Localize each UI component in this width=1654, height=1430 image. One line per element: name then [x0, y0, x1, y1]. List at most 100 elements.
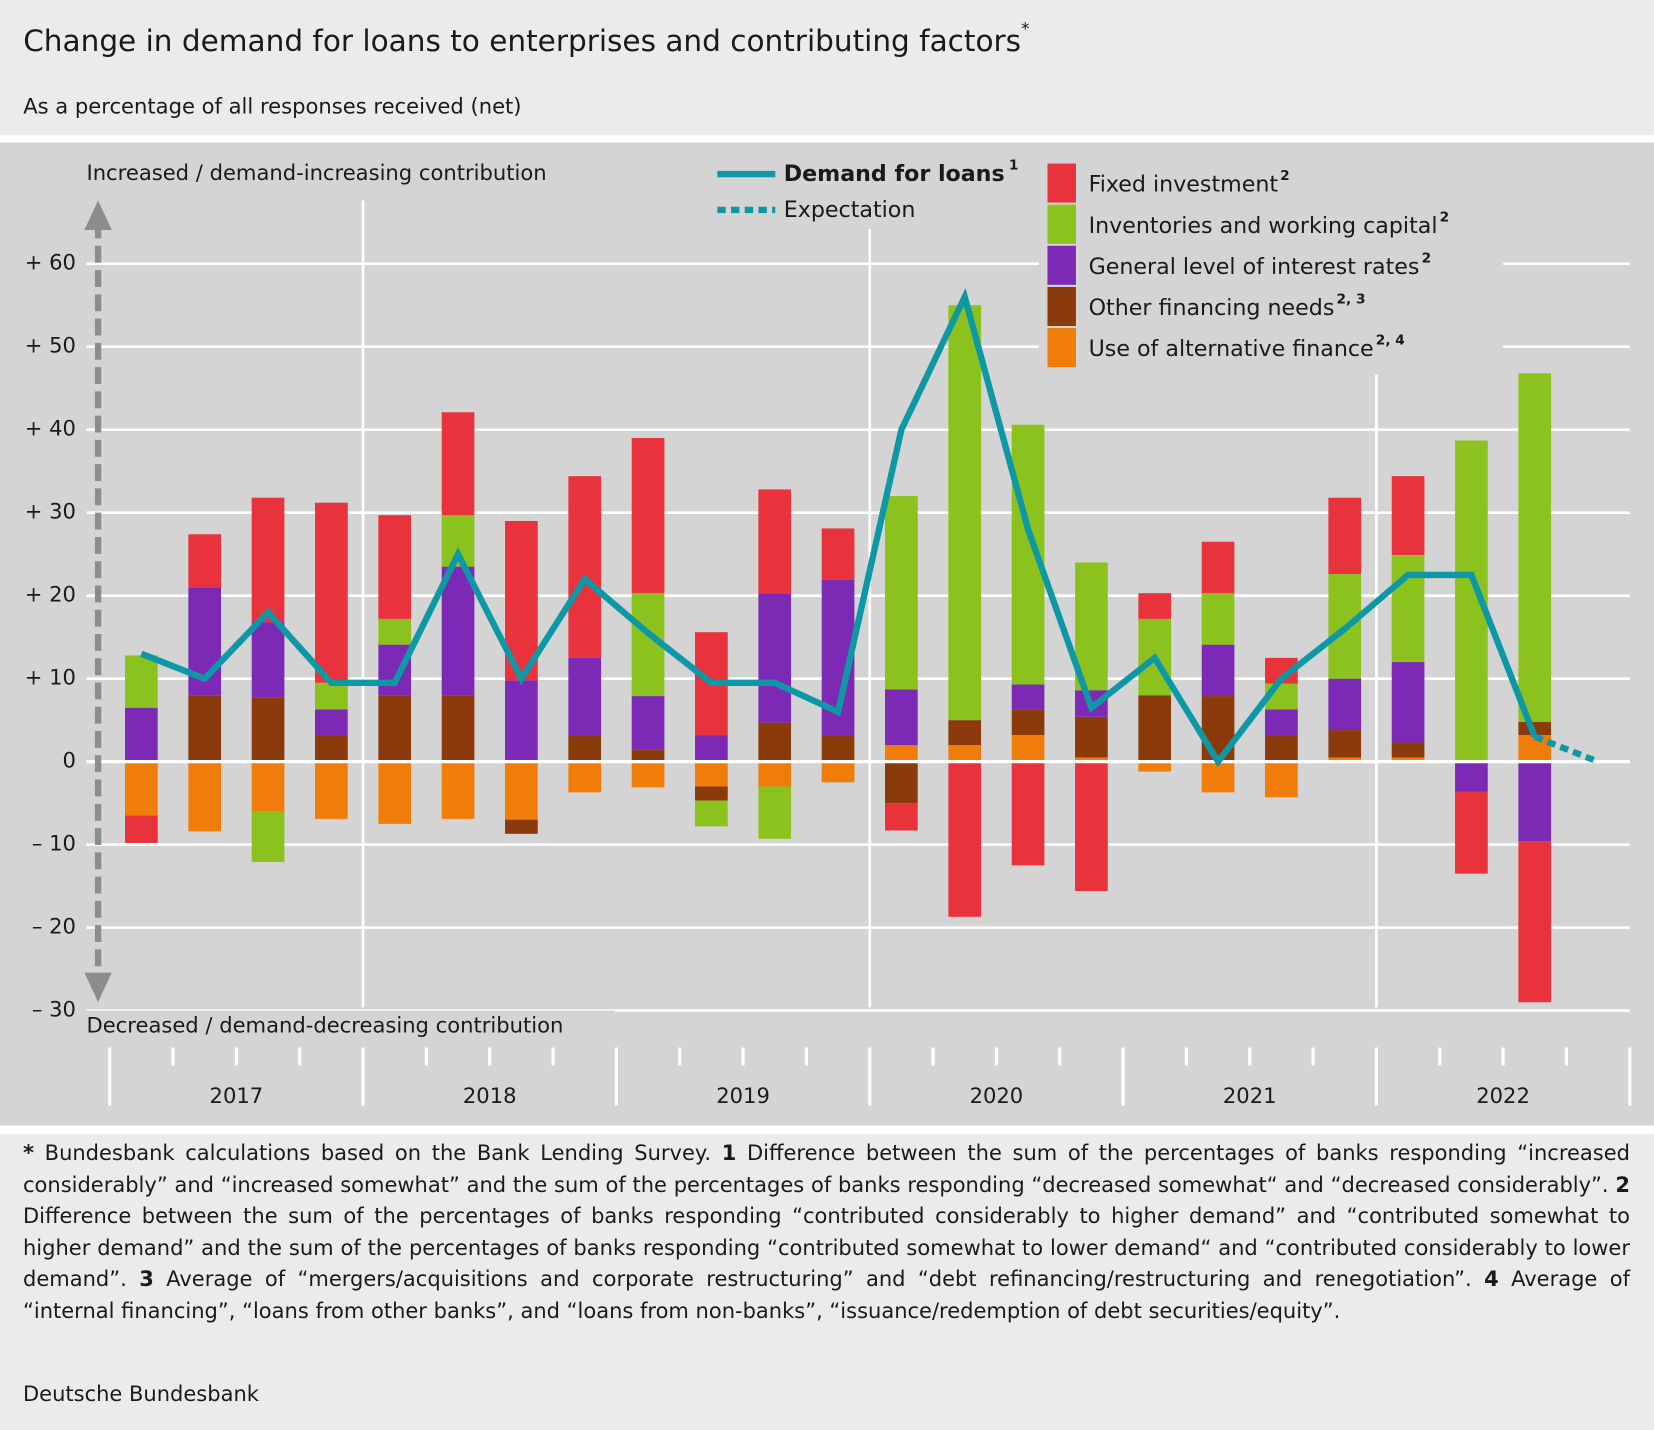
bar-segment — [1455, 791, 1488, 874]
note-text: Bundesbank calculations based on the Ban… — [44, 1141, 712, 1165]
annotation-top: Increased / demand-increasing contributi… — [86, 160, 546, 185]
y-tick-label: – 20 — [32, 914, 76, 939]
legend-note: 2 — [1422, 250, 1432, 266]
bar-segment — [188, 534, 222, 588]
legend-note: 2, 3 — [1337, 292, 1366, 308]
bar-segment — [758, 722, 792, 762]
bar-segment — [885, 496, 918, 690]
legend-label: Demand for loans 1 — [784, 158, 1019, 187]
bar-segment — [1201, 593, 1235, 645]
legend-note: 2 — [1280, 168, 1290, 184]
line-series — [140, 287, 1538, 768]
note-text: Average of “mergers/acquisitions and cor… — [166, 1267, 1472, 1292]
x-year-label: 2020 — [970, 1083, 1024, 1108]
arrow-head — [84, 972, 112, 1003]
bar-segment — [505, 819, 538, 834]
bar-segment — [821, 528, 855, 580]
bar-segment — [631, 437, 665, 594]
bar-segment — [1328, 757, 1362, 762]
bar-segment — [631, 761, 665, 788]
bar-segment — [505, 761, 538, 820]
bar-segment — [251, 697, 285, 762]
legend-name: Fixed investment — [1089, 171, 1279, 197]
bar-segment — [1075, 761, 1108, 892]
bar-segment — [885, 689, 918, 746]
arrow-head — [84, 200, 112, 230]
bar-segment — [378, 618, 412, 645]
bar-segment — [1138, 695, 1172, 762]
bar-segment — [1391, 742, 1425, 758]
bar-segment — [885, 745, 918, 762]
legend-label: Other financing needs 2, 3 — [1089, 292, 1366, 321]
bar-segment — [378, 515, 412, 619]
bar-segment — [1391, 555, 1425, 663]
source: Deutsche Bundesbank — [23, 1382, 259, 1406]
note-marker: 1 — [721, 1141, 737, 1165]
bar-segment — [885, 761, 918, 804]
footnotes: * Bundesbank calculations based on the B… — [23, 1138, 1630, 1328]
line-series — [1533, 733, 1600, 765]
legend-swatch — [1047, 245, 1076, 285]
marks — [86, 287, 1630, 1003]
bar-segment — [378, 695, 412, 762]
note-marker: 3 — [139, 1267, 154, 1292]
bar-segment — [441, 566, 475, 696]
bar-segment — [125, 707, 158, 762]
legend-swatch — [1047, 204, 1076, 244]
bar-segment — [1328, 730, 1362, 758]
legend-label: Fixed investment 2 — [1089, 168, 1290, 197]
bar-segment — [441, 761, 475, 819]
legend-swatch — [1047, 163, 1076, 203]
bar-segment — [125, 815, 158, 843]
x-year-label: 2018 — [463, 1083, 517, 1108]
bar-segment — [1518, 373, 1552, 722]
bar-segment — [251, 761, 285, 812]
legend-label: Use of alternative finance 2, 4 — [1089, 333, 1405, 362]
legend-label: Expectation — [784, 196, 916, 222]
legend-name: Other financing needs — [1089, 295, 1335, 321]
bar-segment — [251, 497, 285, 623]
y-tick-label: + 50 — [25, 333, 76, 358]
bar-segment — [1201, 644, 1235, 697]
bar-segment — [1518, 841, 1552, 1003]
bar-segment — [948, 761, 982, 917]
bar-segment — [1011, 761, 1045, 866]
bar-segment — [568, 735, 602, 762]
bar-segment — [1265, 761, 1298, 798]
legend-name: General level of interest rates — [1089, 253, 1420, 279]
bar-segment — [568, 657, 602, 736]
bar-segment — [251, 622, 285, 698]
bar-segment — [758, 786, 792, 839]
bar-segment — [441, 412, 475, 516]
y-tick-label: – 10 — [32, 831, 76, 856]
bar-segment — [251, 811, 285, 863]
bar-segment — [758, 594, 792, 723]
note-text: Difference between the sum of the percen… — [23, 1141, 1630, 1197]
bar-segment — [1265, 709, 1298, 736]
note-text: Average of “internal financing”, “loans … — [23, 1267, 1630, 1323]
bar-segment — [505, 680, 538, 762]
bar-segment — [1011, 709, 1045, 736]
bar-segment — [695, 800, 728, 827]
bar-segment — [758, 489, 792, 595]
bar-segment — [821, 735, 855, 762]
annotation-bottom: Decreased / demand-decreasing contributi… — [86, 1012, 563, 1037]
bar-segment — [758, 761, 792, 787]
legend-bg — [708, 152, 1036, 229]
y-tick-label: + 40 — [25, 416, 76, 441]
bar-segment — [315, 709, 348, 736]
x-year-label: 2022 — [1476, 1083, 1530, 1108]
note-marker: * — [23, 1141, 34, 1165]
bar-segment — [315, 735, 348, 762]
chart-title: Change in demand for loans to enterprise… — [23, 19, 1029, 58]
bar-segment — [1075, 716, 1108, 758]
x-year-label: 2017 — [210, 1083, 264, 1108]
legend-name: Use of alternative finance — [1089, 336, 1374, 362]
y-tick-label: + 20 — [25, 582, 76, 607]
legend-swatch — [1047, 286, 1076, 326]
note-text: Difference between the sum of the percen… — [23, 1204, 1630, 1292]
y-tick-label: – 30 — [32, 997, 76, 1022]
y-tick-label: + 10 — [25, 665, 76, 690]
bar-segment — [631, 749, 665, 762]
